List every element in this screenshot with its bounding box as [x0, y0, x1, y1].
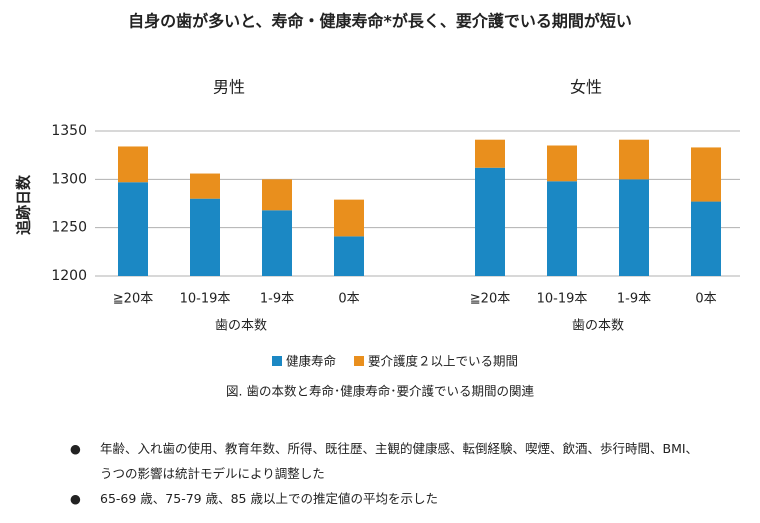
bar-segment [334, 236, 364, 276]
panel-title: 女性 [570, 78, 602, 97]
x-tick-label: ≧20本 [113, 292, 153, 307]
note: ● 65-69 歳、75-79 歳、85 歳以上での推定値の平均を示した [70, 486, 710, 511]
notes: ● 年齢、入れ歯の使用、教育年数、所得、既往歴、主観的健康感、転倒経験、喫煙、飲酒… [70, 436, 710, 511]
chart: 自身の歯が多いと、寿命・健康寿命*が長く、要介護でいる期間が短い 追跡日数 図.… [15, 12, 740, 399]
y-tick-label: 1250 [51, 220, 87, 236]
x-tick-label: 1-9本 [260, 292, 294, 307]
bar-segment [547, 145, 577, 182]
y-tick-label: 1350 [51, 123, 87, 139]
bar-segment [691, 201, 721, 276]
bar-segment [475, 139, 505, 168]
note: ● 年齢、入れ歯の使用、教育年数、所得、既往歴、主観的健康感、転倒経験、喫煙、飲酒… [70, 436, 710, 486]
x-tick-label: 10-19本 [180, 292, 231, 307]
bar-segment [619, 139, 649, 180]
x-tick-label: 1-9本 [617, 292, 651, 307]
note-text: 年齢、入れ歯の使用、教育年数、所得、既往歴、主観的健康感、転倒経験、喫煙、飲酒、… [100, 441, 699, 481]
y-tick-label: 1200 [51, 268, 87, 284]
bar-segment [118, 146, 148, 183]
legend-label: 健康寿命 [286, 354, 337, 369]
bar-segment [475, 167, 505, 276]
y-tick-label: 1300 [51, 171, 87, 187]
panel-title: 男性 [213, 78, 245, 97]
y-axis-label: 追跡日数 [15, 174, 33, 235]
bar-segment [691, 147, 721, 202]
bar-segment [262, 210, 292, 276]
note-text: 65-69 歳、75-79 歳、85 歳以上での推定値の平均を示した [100, 491, 438, 506]
bar-segment [262, 179, 292, 211]
x-tick-label: ≧20本 [470, 292, 510, 307]
legend-swatch [272, 356, 282, 366]
bar-segment [190, 198, 220, 276]
chart-title: 自身の歯が多いと、寿命・健康寿命*が長く、要介護でいる期間が短い [128, 12, 632, 31]
legend-label: 要介護度２以上でいる期間 [368, 354, 518, 369]
bar-segment [118, 182, 148, 276]
caption: 図. 歯の本数と寿命･健康寿命･要介護でいる期間の関連 [226, 384, 534, 399]
bar-segment [619, 179, 649, 276]
bar-segment [190, 173, 220, 199]
x-tick-label: 0本 [338, 292, 359, 307]
bar-segment [547, 181, 577, 276]
x-tick-label: 10-19本 [537, 292, 588, 307]
bar-segment [334, 199, 364, 237]
legend-swatch [354, 356, 365, 366]
x-axis-label: 歯の本数 [572, 319, 624, 334]
x-tick-label: 0本 [695, 292, 716, 307]
x-axis-label: 歯の本数 [215, 319, 267, 334]
